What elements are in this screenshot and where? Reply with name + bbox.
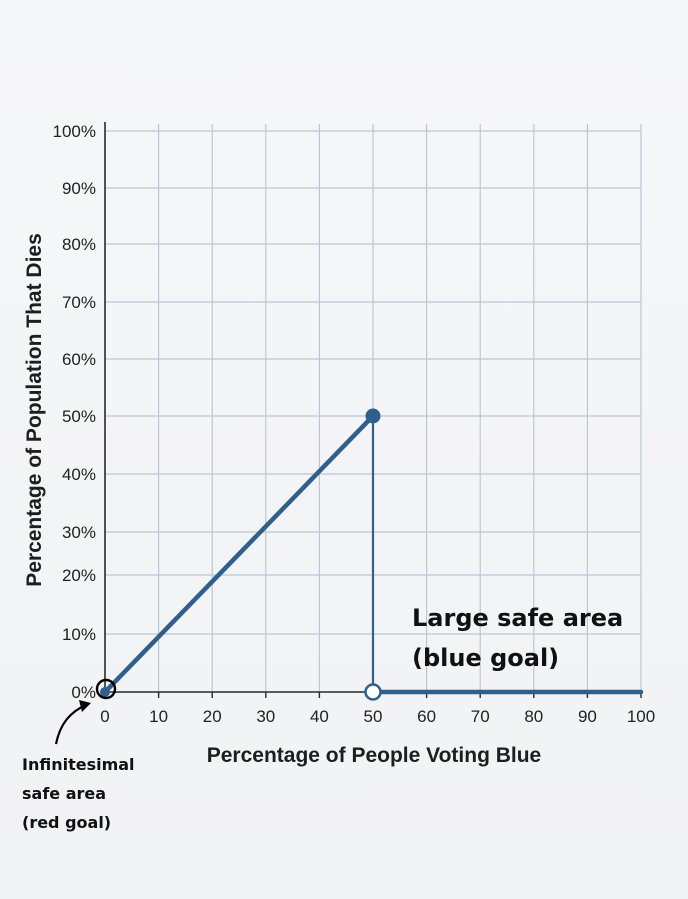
y-tick-label-50: 50% [62,407,96,426]
red-goal-label-line2: safe area [22,784,106,803]
x-tick-label-80: 80 [524,707,543,726]
x-tick-label-20: 20 [203,707,222,726]
red-goal-label-line3: (red goal) [22,813,111,832]
y-tick-label-10: 10% [62,625,96,644]
y-tick-label-40: 40% [62,465,96,484]
x-tick-label-50: 50 [364,707,383,726]
point-jump-open [364,683,382,701]
red-goal-arrowhead [79,700,91,712]
point-peak [365,408,381,424]
x-tick-label-60: 60 [417,707,436,726]
point-origin [100,687,110,697]
y-tick-labels: 0% 10% 20% 30% 40% 50% 60% 70% 80% 90% 100% [53,122,96,702]
points [100,408,382,701]
red-goal-label-line1: Infinitesimal [22,755,135,774]
red-goal-arrow [54,703,87,745]
y-axis-title: Percentage of Population That Dies [23,233,46,587]
y-tick-label-30: 30% [62,523,96,542]
x-tick-labels: 0 10 20 30 40 50 60 70 80 90 100 [100,707,655,726]
x-tick-label-0: 0 [100,707,109,726]
y-tick-label-0: 0% [71,683,96,702]
x-tick-label-30: 30 [256,707,275,726]
x-tick-label-90: 90 [578,707,597,726]
y-tick-label-60: 60% [62,350,96,369]
y-tick-label-20: 20% [62,566,96,585]
y-tick-label-90: 90% [62,179,96,198]
y-tick-label-80: 80% [62,235,96,254]
x-axis-title: Percentage of People Voting Blue [207,744,542,767]
blue-goal-label-line1: Large safe area [412,604,623,632]
red-goal-marker-circle [95,678,117,700]
x-tick-label-70: 70 [471,707,490,726]
x-tick-label-100: 100 [627,707,655,726]
series-line-deaths-rising [102,413,376,695]
x-tick-label-40: 40 [310,707,329,726]
y-tick-label-70: 70% [62,293,96,312]
x-tick-label-10: 10 [149,707,168,726]
series [102,413,644,695]
y-tick-label-100: 100% [53,122,96,141]
blue-goal-label-line2: (blue goal) [412,644,559,672]
